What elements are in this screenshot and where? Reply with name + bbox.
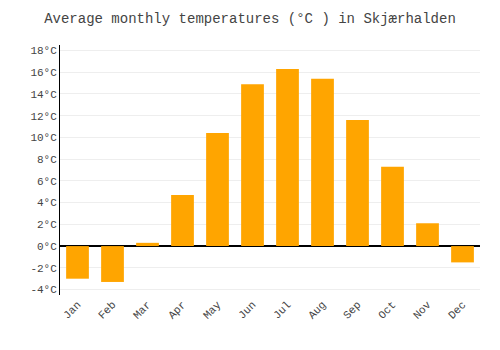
svg-text:10°C: 10°C — [30, 132, 57, 144]
svg-text:-4°C: -4°C — [30, 284, 57, 296]
svg-text:Oct: Oct — [376, 299, 398, 321]
svg-text:18°C: 18°C — [30, 45, 57, 57]
svg-text:Jan: Jan — [61, 299, 83, 321]
svg-text:8°C: 8°C — [37, 154, 57, 166]
svg-text:-2°C: -2°C — [30, 263, 57, 275]
svg-text:May: May — [201, 299, 224, 322]
svg-text:Dec: Dec — [446, 299, 468, 321]
svg-text:0°C: 0°C — [37, 241, 57, 253]
svg-text:Jun: Jun — [236, 299, 258, 321]
svg-text:4°C: 4°C — [37, 197, 57, 209]
svg-text:14°C: 14°C — [30, 89, 57, 101]
svg-text:Mar: Mar — [131, 299, 153, 321]
svg-text:Average monthly temperatures (: Average monthly temperatures (°C ) in Sk… — [44, 11, 456, 27]
svg-text:Nov: Nov — [411, 299, 434, 322]
svg-text:Aug: Aug — [306, 299, 328, 321]
svg-text:2°C: 2°C — [37, 219, 57, 231]
svg-text:Jul: Jul — [271, 299, 293, 321]
svg-text:16°C: 16°C — [30, 67, 57, 79]
svg-text:6°C: 6°C — [37, 176, 57, 188]
svg-text:Feb: Feb — [96, 299, 118, 321]
svg-text:Apr: Apr — [166, 299, 188, 321]
svg-text:12°C: 12°C — [30, 111, 57, 123]
svg-text:Sep: Sep — [341, 299, 363, 321]
